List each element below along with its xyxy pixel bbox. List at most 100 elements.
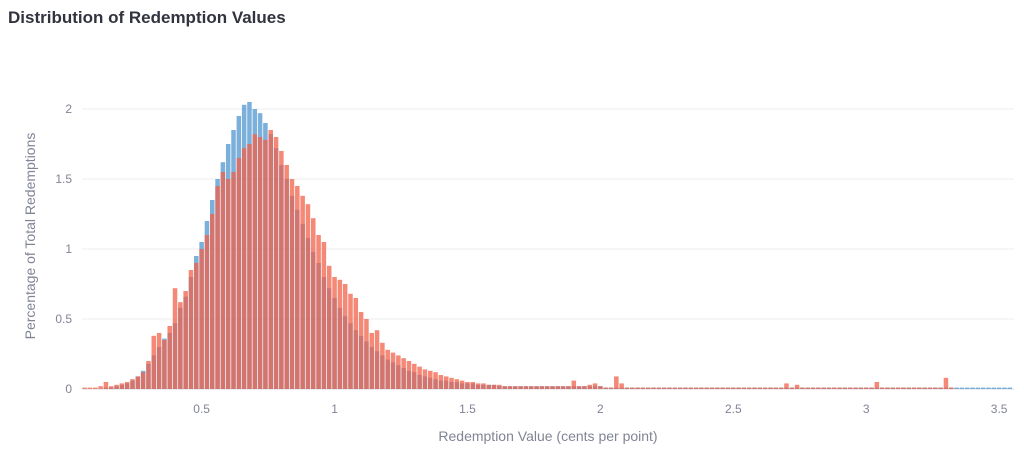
- y-tick-label: 0.5: [55, 312, 72, 326]
- histogram-bar: [704, 387, 709, 389]
- histogram-bar: [576, 386, 582, 389]
- histogram-bar: [93, 387, 98, 389]
- histogram-bar: [832, 387, 837, 389]
- histogram-bar: [560, 386, 566, 389]
- x-axis-ticks: 0.5 1 1.5 2 2.5 3 3.5: [193, 402, 1007, 416]
- histogram-bar: [709, 387, 715, 389]
- histogram-bar: [911, 387, 917, 389]
- histogram-bar: [390, 352, 396, 389]
- histogram-bar: [194, 263, 199, 389]
- histogram-bar: [720, 387, 725, 389]
- histogram-bar: [279, 151, 284, 389]
- histogram-bar: [497, 384, 502, 389]
- histogram-bar: [863, 387, 869, 389]
- histogram-bar: [481, 383, 486, 389]
- histogram-bar: [725, 387, 731, 389]
- histogram-bar: [592, 383, 598, 389]
- histogram-bar: [140, 372, 146, 389]
- histogram-bar: [156, 333, 162, 389]
- histogram-bar: [427, 370, 433, 389]
- histogram-bar: [566, 386, 571, 389]
- histogram-bar: [443, 376, 449, 389]
- histogram-bar: [396, 355, 401, 389]
- histogram-bar: [82, 387, 87, 389]
- histogram-bar: [241, 148, 247, 389]
- histogram-bar: [847, 387, 853, 389]
- histogram-bar: [842, 387, 848, 389]
- histogram-bar: [385, 349, 390, 389]
- x-tick-label: 3: [863, 402, 870, 416]
- histogram-bar: [459, 380, 465, 389]
- histogram-bar: [273, 137, 279, 389]
- histogram-bar: [667, 387, 672, 389]
- x-tick-label: 2: [597, 402, 604, 416]
- histogram-bar: [502, 386, 507, 389]
- histogram-bar: [449, 377, 454, 389]
- histogram-bar: [491, 384, 497, 389]
- x-tick-label: 1.5: [459, 402, 476, 416]
- histogram-bar: [183, 291, 188, 389]
- bars: [82, 102, 1013, 390]
- histogram-bar: [789, 387, 795, 389]
- histogram-bar: [167, 326, 172, 389]
- histogram-bar: [837, 387, 842, 389]
- histogram-bar: [406, 361, 412, 389]
- histogram-bar: [486, 384, 491, 389]
- histogram-bar: [295, 186, 300, 389]
- histogram-bar: [417, 366, 422, 389]
- histogram-bar: [635, 387, 640, 389]
- histogram-bar: [220, 172, 226, 389]
- histogram-bar: [975, 387, 981, 389]
- x-tick-label: 1: [331, 402, 338, 416]
- histogram-bar: [518, 386, 523, 389]
- histogram-bar: [778, 387, 784, 389]
- histogram-bar: [257, 137, 263, 389]
- histogram-bar: [672, 387, 678, 389]
- histogram-bar: [252, 134, 258, 389]
- histogram-bar: [178, 302, 183, 389]
- histogram-bar: [364, 319, 369, 389]
- histogram-bar: [374, 330, 380, 389]
- histogram-bar: [986, 387, 991, 389]
- histogram-bar: [475, 383, 481, 389]
- histogram-bar: [688, 387, 694, 389]
- histogram-bar: [922, 387, 927, 389]
- histogram-bar: [247, 144, 252, 389]
- histogram-bar: [204, 235, 210, 389]
- y-tick-label: 0: [65, 382, 72, 396]
- histogram-bar: [311, 218, 316, 389]
- histogram-bar: [874, 382, 880, 389]
- histogram-bar: [124, 382, 130, 389]
- histogram-bar: [236, 158, 242, 389]
- histogram-bar: [895, 387, 901, 389]
- histogram-bar: [800, 387, 805, 389]
- histogram-bar: [332, 277, 337, 389]
- histogram-bar: [284, 165, 289, 389]
- histogram-bar: [438, 375, 444, 389]
- histogram-bar: [885, 387, 890, 389]
- y-axis-ticks: 0 0.5 1 1.5 2: [55, 102, 72, 396]
- histogram-bar: [433, 372, 438, 389]
- histogram-bar: [146, 361, 151, 389]
- histogram-bar: [162, 340, 167, 389]
- histogram-bar: [603, 387, 608, 389]
- histogram-bar: [757, 387, 763, 389]
- histogram-bar: [762, 387, 768, 389]
- histogram-bar: [752, 387, 757, 389]
- histogram-bar: [784, 383, 789, 389]
- histogram-bar: [768, 387, 773, 389]
- histogram-bar: [624, 387, 630, 389]
- histogram-bar: [1007, 387, 1013, 389]
- histogram-bar: [523, 386, 529, 389]
- histogram-bar: [119, 383, 125, 389]
- histogram-bar: [114, 384, 119, 389]
- histogram-bar: [927, 387, 933, 389]
- histogram-bar: [608, 387, 614, 389]
- x-tick-label: 2.5: [725, 402, 742, 416]
- histogram-bar: [677, 387, 683, 389]
- histogram-bar: [321, 242, 327, 389]
- histogram-bar: [693, 387, 699, 389]
- histogram-bar: [289, 179, 295, 389]
- histogram-bar: [353, 298, 359, 389]
- histogram-bar: [816, 387, 821, 389]
